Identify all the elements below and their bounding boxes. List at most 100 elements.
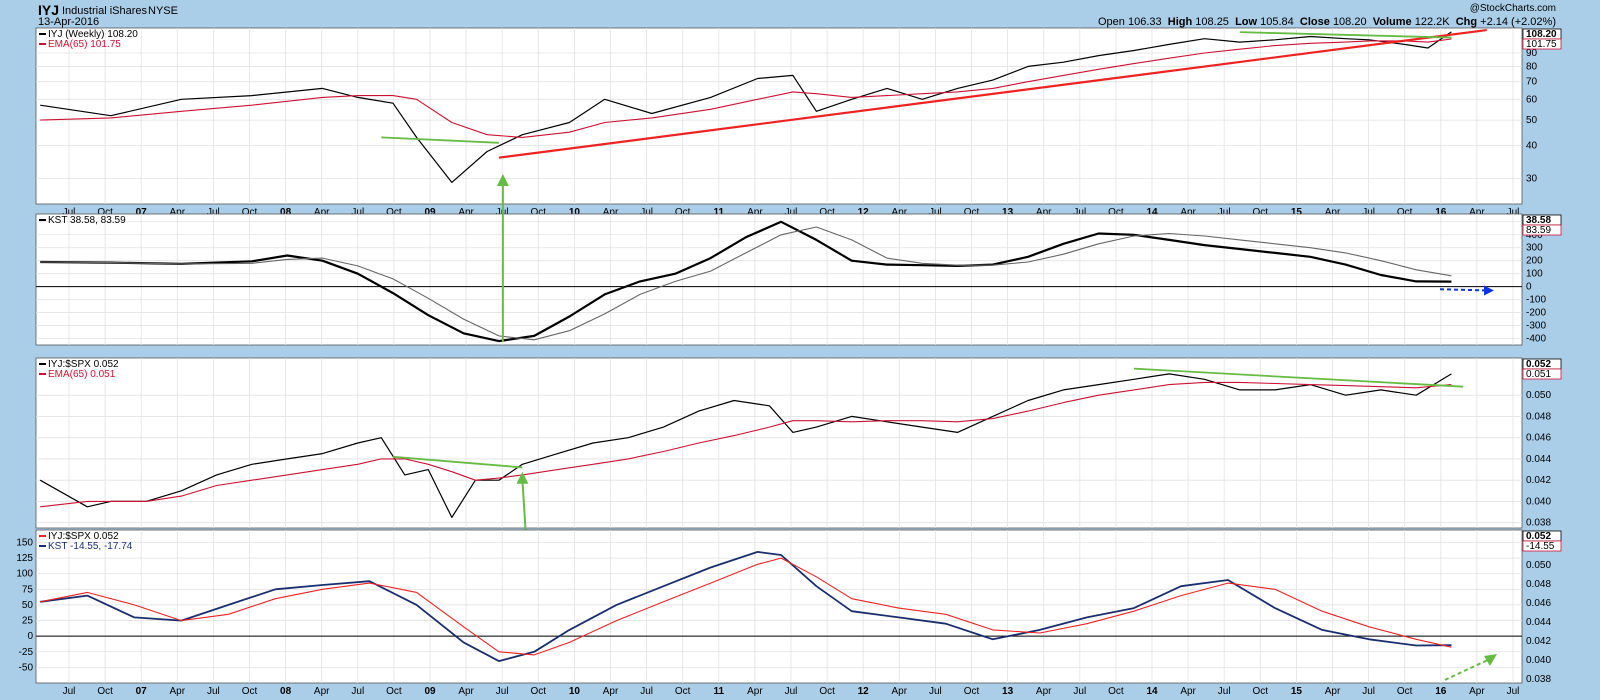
change-label: Chg [1455,16,1478,28]
x-tick-label: Apr [603,686,619,697]
green-arrow-head [1484,654,1497,667]
y-tick-label: -200 [1526,308,1546,319]
legend-entry: EMA(65) 0.051 [48,369,116,380]
last-value-text: 0.051 [1526,369,1551,380]
x-tick-label: Apr [1036,207,1052,218]
x-tick-label: Jul [1507,686,1520,697]
x-tick-label: Jul [929,207,942,218]
x-tick-label: Apr [314,207,330,218]
x-tick-label: 09 [424,207,436,218]
chart-header: IYJ Industrial iShares NYSE 13-Apr-2016 … [0,0,1600,28]
series-line-1 [39,373,1452,519]
x-tick-label: 11 [714,207,725,218]
security-name: Industrial iShares [62,5,147,17]
y-tick-label: 90 [1526,48,1538,59]
y-tick-label-right: 0.044 [1526,617,1551,628]
x-tick-label: Oct [1397,686,1413,697]
close-label: Close [1299,16,1330,28]
volume-value: 122.2K [1414,16,1450,28]
x-tick-label: Oct [1253,207,1269,218]
x-tick-label: Apr [747,207,763,218]
x-tick-label: Apr [892,207,908,218]
y-tick-label: -400 [1526,334,1546,345]
y-tick-label: 100 [1526,269,1543,280]
x-tick-label: Jul [496,686,509,697]
x-tick-label: Oct [1397,207,1413,218]
legend-entry: IYJ:$SPX 0.052 [48,531,119,542]
green-arrow-head [516,471,529,484]
close-value: 108.20 [1332,16,1367,28]
last-value-text: 38.58 [1526,215,1551,226]
x-tick-label: 16 [1435,686,1447,697]
x-tick-label: Oct [97,686,113,697]
y-tick-label: -300 [1526,321,1546,332]
series-line-2 [40,38,1452,138]
blue-dashed-arrow [1439,288,1491,292]
ohlc-quote: Open 106.33 High 108.25 Low 105.84 Close… [1098,16,1556,28]
high-label: High [1167,16,1193,28]
x-tick-label: Apr [747,686,763,697]
x-tick-label: Apr [1180,686,1196,697]
y-tick-label-right: 0.050 [1526,560,1551,571]
y-tick-label: 70 [1526,77,1538,88]
series-line-2 [40,381,1452,508]
chart-date: 13-Apr-2016 [38,16,100,28]
volume-label: Volume [1372,16,1412,28]
y-tick-label: -25 [19,647,34,658]
x-tick-label: Jul [785,686,798,697]
y-tick-label: 40 [1526,141,1538,152]
x-tick-label: Apr [170,686,186,697]
x-tick-label: 10 [569,207,581,218]
x-tick-label: Jul [63,686,76,697]
y-tick-label: 80 [1526,61,1538,72]
panel-4: -50 -25 0 25 50 75 100 125 150 0.050 0.048 0.046 0.0… [16,529,1562,697]
x-tick-label: Apr [1469,207,1485,218]
legend-entry: KST -14.55, -17.74 [48,541,133,552]
x-tick-label: Jul [1073,686,1086,697]
green-arrow-long-head [496,174,509,186]
panel-3: 0.038 0.040 0.042 0.044 0.046 0.048 0.050 0.052… [35,357,1562,529]
y-tick-label: 0.048 [1526,411,1551,422]
x-tick-label: Oct [531,686,547,697]
x-tick-label: Jul [640,207,653,218]
x-tick-label: 16 [1435,207,1447,218]
x-tick-label: Apr [1325,686,1341,697]
x-tick-label: Apr [314,686,330,697]
y-tick-label: 50 [1526,115,1538,126]
x-tick-label: 14 [1146,686,1158,697]
last-value-tag [1522,368,1562,380]
x-tick-label: Apr [603,207,619,218]
trendline-green [1133,367,1464,388]
last-value-tag [1522,224,1562,236]
x-tick-label: Jul [351,686,364,697]
x-tick-label: 12 [858,686,870,697]
last-value-text: 108.20 [1526,29,1557,40]
panel-background [35,357,1523,529]
x-tick-label: 12 [858,207,870,218]
y-tick-label-right: 0.048 [1526,579,1551,590]
trendline-green [392,455,523,469]
x-tick-label: Jul [640,686,653,697]
y-tick-label: 50 [22,600,34,611]
y-tick-label: 0.038 [1526,518,1551,529]
y-tick-label: 75 [22,584,34,595]
x-tick-label: 07 [136,207,148,218]
open-label: Open [1098,16,1125,28]
x-tick-label: Oct [819,207,835,218]
open-value: 106.33 [1127,16,1162,28]
x-tick-label: Jul [1362,686,1375,697]
x-tick-label: Jul [1218,207,1231,218]
y-tick-label: 300 [1526,243,1543,254]
y-tick-label: 25 [22,616,34,627]
last-value-tag [1522,540,1562,552]
x-tick-label: Apr [1036,686,1052,697]
x-tick-label: Oct [964,686,980,697]
last-value-text: 83.59 [1526,225,1551,236]
x-tick-label: 15 [1291,686,1303,697]
x-tick-label: 08 [280,686,292,697]
legend-entry: EMA(65) 101.75 [48,39,121,50]
x-tick-label: Jul [351,207,364,218]
y-tick-label: 0.046 [1526,433,1551,444]
x-tick-label: Oct [386,686,402,697]
